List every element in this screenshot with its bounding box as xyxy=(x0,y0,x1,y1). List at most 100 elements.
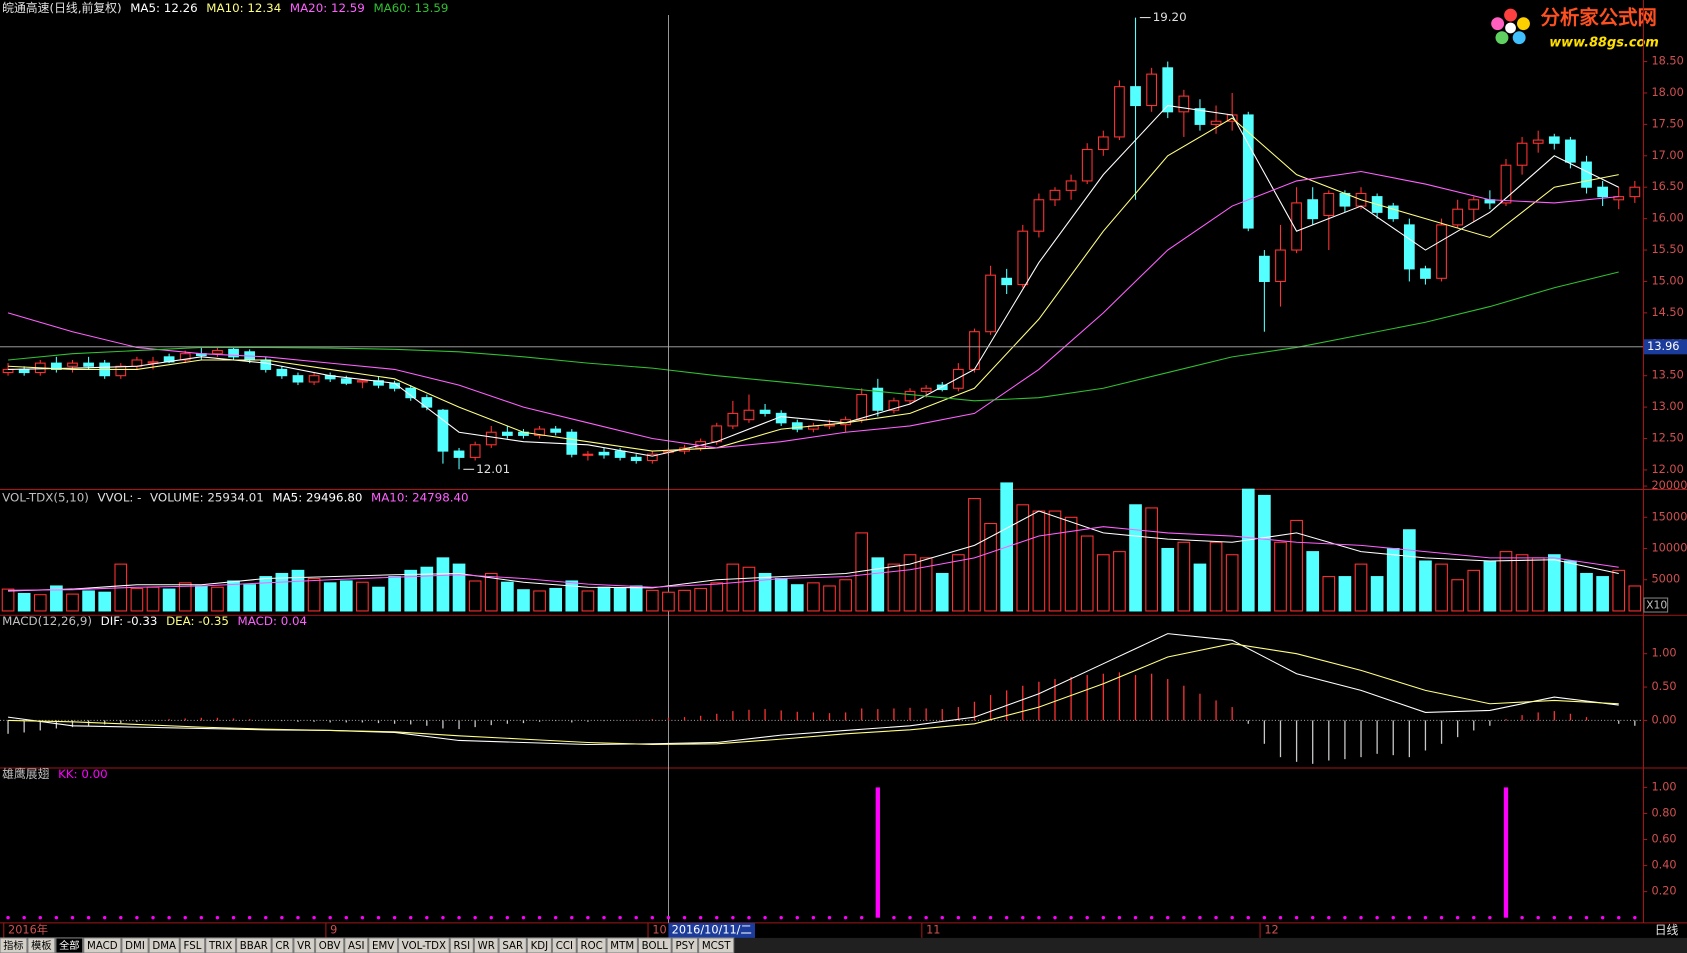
tab-label[interactable]: KDJ xyxy=(531,941,549,952)
signal-bar xyxy=(875,787,880,918)
volume-bar xyxy=(565,580,579,612)
tab[interactable] xyxy=(315,937,345,953)
candle-body xyxy=(1565,139,1576,163)
signal-dot xyxy=(22,915,26,920)
signal-dot xyxy=(666,915,671,920)
signal-dot xyxy=(1053,915,1057,920)
tab[interactable] xyxy=(671,937,699,953)
signal-dot xyxy=(1182,915,1186,920)
tab-label[interactable]: ASI xyxy=(348,941,364,952)
signal-dot xyxy=(1359,915,1363,920)
tab-label[interactable]: TRIX xyxy=(208,941,232,952)
volume-bar xyxy=(404,569,418,612)
volume-bar xyxy=(517,589,530,612)
volume-bar xyxy=(66,593,79,612)
tab-label[interactable]: MTM xyxy=(610,941,634,952)
tab-label[interactable]: BOLL xyxy=(642,941,669,952)
signal-dot xyxy=(1617,915,1621,920)
tab[interactable] xyxy=(205,937,237,953)
signal-dot xyxy=(650,915,655,920)
ma-line xyxy=(8,117,1619,452)
tab[interactable] xyxy=(551,937,577,953)
tab-label[interactable]: 模板 xyxy=(31,939,51,952)
volume-bar xyxy=(1467,569,1481,612)
y-tick-label: 17.00 xyxy=(1651,149,1683,162)
signal-dot xyxy=(102,915,107,920)
logo-url: www.88gs.com xyxy=(1549,36,1658,51)
tab-label[interactable]: MCST xyxy=(702,941,731,952)
tab-label[interactable]: CR xyxy=(275,941,289,952)
tab[interactable] xyxy=(637,937,672,953)
signal-dot xyxy=(1439,915,1444,920)
volume-bar xyxy=(1209,541,1223,612)
tab-label[interactable]: FSL xyxy=(184,941,202,952)
candle-body xyxy=(1323,192,1335,217)
tab[interactable] xyxy=(368,937,399,953)
tab[interactable] xyxy=(576,937,607,953)
candle-body xyxy=(179,353,191,361)
volume-bar xyxy=(613,587,627,612)
volume-bar xyxy=(1354,563,1368,612)
tab[interactable] xyxy=(83,937,122,953)
tab[interactable] xyxy=(121,937,149,953)
signal-dot xyxy=(1021,915,1025,920)
tab[interactable] xyxy=(236,937,272,953)
tab-label[interactable]: OBV xyxy=(319,941,341,952)
candle-body xyxy=(1017,230,1029,286)
tab[interactable] xyxy=(344,937,369,953)
tab-label[interactable]: PSY xyxy=(675,941,695,952)
tab-label[interactable]: VR xyxy=(297,941,311,952)
tab-label[interactable]: BBAR xyxy=(240,941,268,952)
tab[interactable] xyxy=(698,937,735,953)
candle-body xyxy=(1629,186,1641,198)
volume-bar xyxy=(82,590,95,612)
tab-label[interactable]: DMA xyxy=(152,941,176,952)
tab[interactable] xyxy=(293,937,316,953)
tab[interactable] xyxy=(498,937,527,953)
tab-label[interactable]: CCI xyxy=(556,941,573,952)
logo: 分析家公式网 www.88gs.com xyxy=(1491,6,1659,51)
tab[interactable] xyxy=(526,937,552,953)
signal-dot xyxy=(956,915,961,920)
candle-body xyxy=(614,450,626,458)
volume-bar xyxy=(17,592,31,612)
signal-dot xyxy=(586,915,590,920)
tab-label[interactable]: SAR xyxy=(502,941,523,952)
frame xyxy=(0,0,1687,924)
volume-bar xyxy=(645,589,659,612)
tab[interactable] xyxy=(55,937,84,953)
candle-body xyxy=(212,350,223,355)
tab-label[interactable]: VOL-TDX xyxy=(402,941,446,952)
cursor-date-box xyxy=(668,922,756,938)
candle-body xyxy=(1242,114,1254,229)
tab[interactable] xyxy=(473,937,499,953)
y-tick-label: 0.80 xyxy=(1651,806,1676,819)
tab[interactable] xyxy=(449,937,474,953)
tab-label[interactable]: MACD xyxy=(87,941,118,952)
signal-dot xyxy=(892,915,896,920)
signal-dot xyxy=(1198,915,1202,920)
tab-label[interactable]: WR xyxy=(478,941,495,952)
tab[interactable] xyxy=(0,937,28,953)
volume-bar xyxy=(533,590,546,612)
tab-label[interactable]: RSI xyxy=(454,941,471,952)
tab-label[interactable]: ROC xyxy=(581,941,603,952)
tab[interactable] xyxy=(271,937,294,953)
tab[interactable] xyxy=(398,937,450,953)
period: 日线 xyxy=(1655,923,1679,937)
y-tick-label: 0.40 xyxy=(1651,859,1676,872)
tab-label[interactable]: EMV xyxy=(372,941,394,952)
candle-body xyxy=(1275,249,1286,282)
volume-bar xyxy=(420,566,434,612)
header-item: DEA: -0.35 xyxy=(166,614,229,628)
tab-label[interactable]: DMI xyxy=(125,941,145,952)
tab[interactable] xyxy=(179,937,206,953)
ma-line xyxy=(8,104,1619,457)
tab[interactable] xyxy=(148,937,180,953)
tab-label[interactable]: 指标 xyxy=(3,939,23,952)
tab[interactable] xyxy=(27,937,56,953)
tab-label[interactable]: 全部 xyxy=(59,939,79,952)
signal-dot xyxy=(1552,915,1557,920)
volume-bar xyxy=(291,569,305,612)
tab[interactable] xyxy=(606,937,638,953)
